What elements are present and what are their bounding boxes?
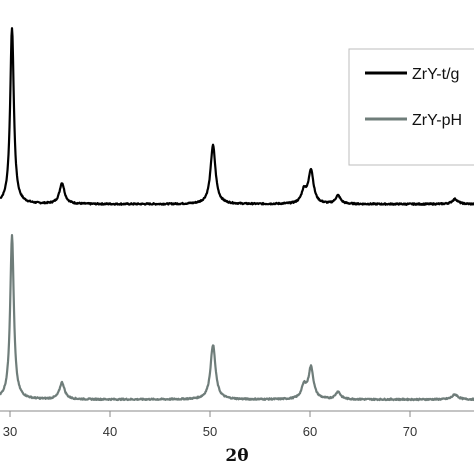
series-line-2 — [0, 234, 474, 402]
x-tick-label: 30 — [3, 424, 17, 439]
x-tick-label: 70 — [403, 424, 417, 439]
legend: ZrY-t/g ZrY-pH — [348, 48, 474, 166]
series-line-1 — [0, 27, 474, 206]
legend-box — [348, 48, 474, 166]
series-lines — [0, 27, 474, 402]
x-tick-label: 60 — [303, 424, 317, 439]
x-tick-label: 40 — [103, 424, 117, 439]
x-axis-title: 2θ — [225, 446, 248, 466]
x-tick-label: 50 — [203, 424, 217, 439]
x-axis-ticks: 30 40 50 60 70 — [3, 411, 417, 439]
legend-label-1: ZrY-t/g — [412, 66, 459, 83]
legend-label-2: ZrY-pH — [412, 112, 462, 129]
